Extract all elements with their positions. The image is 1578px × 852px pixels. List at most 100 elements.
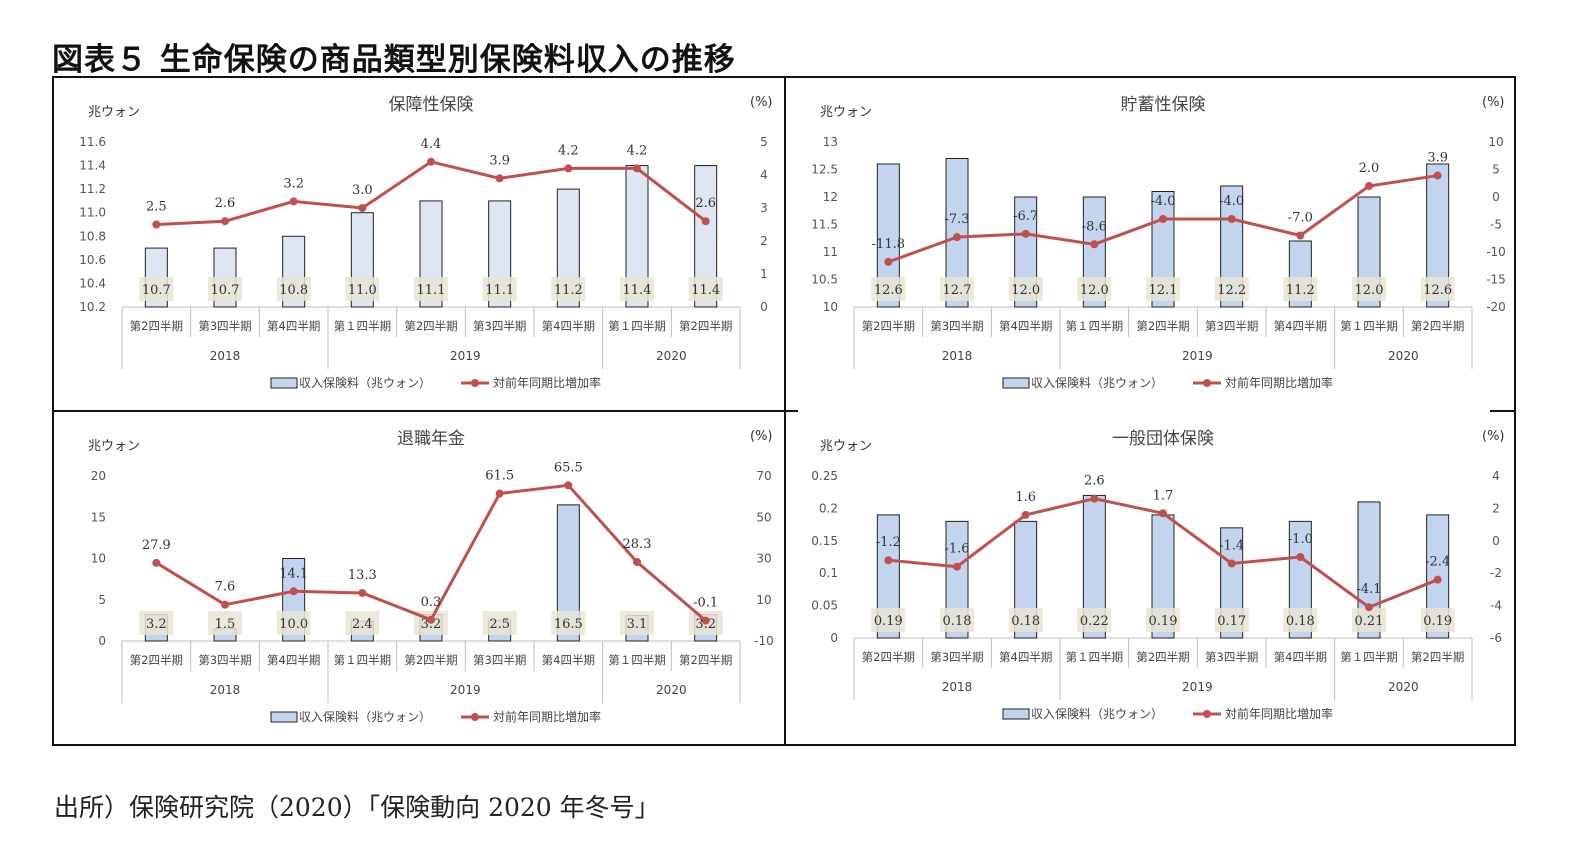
bar-label-background (1146, 277, 1180, 301)
bar-label-background (1352, 608, 1386, 632)
bar-value-label: 12.0 (1080, 283, 1109, 298)
left-tick-label: 11 (823, 245, 838, 259)
bar (945, 158, 969, 308)
left-tick-label: 0.1 (819, 566, 838, 580)
chart-panel-group: 一般団体保険 兆ウォン (%) 0 0.05 0.1 0.15 0.2 0.25 -6 -4 -2 0 2… (786, 412, 1518, 747)
growth-rate-point (633, 558, 641, 567)
year-label: 2019 (1182, 349, 1213, 363)
growth-rate-label: -6.7 (1013, 209, 1038, 224)
category-label: 第2四半期 (130, 653, 183, 667)
bar-value-label: 0.19 (1423, 614, 1452, 629)
bar-value-label: 0.19 (1149, 614, 1178, 629)
category-label: 第2四半期 (862, 650, 915, 664)
frame-left (52, 76, 54, 746)
growth-rate-label: -7.3 (944, 212, 969, 227)
right-tick-label: 0 (760, 300, 768, 314)
growth-rate-point (564, 164, 573, 173)
bar-label-background (208, 611, 242, 635)
growth-rate-point (1433, 171, 1442, 180)
growth-rate-point (1365, 182, 1373, 190)
category-label: 第4四半期 (999, 319, 1052, 333)
left-tick-label: 0 (98, 634, 106, 648)
category-label: 第4四半期 (267, 319, 320, 333)
growth-rate-point (427, 615, 435, 624)
left-tick-label: 10.2 (79, 300, 106, 314)
category-label: 第2四半期 (404, 319, 457, 333)
bar-label-background (345, 611, 380, 635)
bar-label-background (482, 277, 517, 301)
bar-value-label: 10.8 (279, 283, 308, 298)
growth-rate-label: 2.5 (146, 200, 167, 215)
growth-rate-point (1159, 509, 1167, 518)
bar-label-background (1077, 608, 1112, 632)
growth-rate-point (152, 220, 161, 229)
legend-line-label: 対前年同期比増加率 (493, 709, 601, 724)
bar-label-background (871, 608, 906, 632)
growth-rate-label: -0.1 (693, 596, 718, 611)
bar-label-background (1283, 277, 1318, 301)
category-label: 第１四半期 (1340, 650, 1398, 664)
right-tick-label: 2 (1492, 501, 1500, 515)
bar (876, 514, 900, 639)
left-tick-label: 0.15 (811, 534, 838, 548)
year-label: 2019 (450, 683, 481, 697)
left-tick-label: 10.4 (79, 276, 106, 290)
bar-value-label: 12.6 (1423, 283, 1452, 298)
category-label: 第4四半期 (1274, 319, 1327, 333)
growth-rate-point (701, 616, 710, 625)
bar-value-label: 0.22 (1080, 614, 1109, 629)
category-label: 第3四半期 (1205, 319, 1258, 333)
growth-rate-point (701, 217, 710, 226)
bar-value-label: 2.5 (489, 617, 510, 632)
bar-label-background (871, 277, 906, 301)
right-tick-label: 10 (756, 593, 771, 607)
bar-label-background (1077, 277, 1112, 301)
source-note: 出所）保険研究院（2020）「保険動向 2020 年冬号」 (54, 793, 660, 822)
growth-rate-point (1090, 240, 1099, 249)
right-tick-label: 50 (756, 510, 771, 524)
bar-value-label: 2.4 (352, 617, 373, 632)
bar-label-background (1420, 277, 1455, 301)
right-axis-unit: (%) (1482, 95, 1505, 110)
legend-line-label: 対前年同期比増加率 (1225, 375, 1333, 390)
left-tick-label: 10 (823, 300, 838, 314)
growth-rate-point (427, 157, 435, 166)
growth-rate-label: 3.9 (489, 153, 510, 168)
bar-label-background (1352, 277, 1386, 301)
right-tick-label: -20 (1486, 300, 1506, 314)
bar-value-label: 0.18 (1011, 614, 1040, 629)
right-axis-unit: (%) (750, 429, 773, 444)
left-tick-label: 5 (98, 593, 106, 607)
right-tick-label: 4 (1492, 469, 1500, 483)
legend-line-label: 対前年同期比増加率 (493, 375, 601, 390)
bar-value-label: 11.2 (1286, 283, 1315, 298)
growth-rate-point (884, 257, 893, 266)
left-tick-label: 12.5 (811, 163, 838, 177)
legend-bar-swatch (270, 711, 298, 723)
category-label: 第3四半期 (930, 319, 983, 333)
growth-rate-label: -7.0 (1288, 211, 1313, 226)
right-tick-label: 0 (1492, 534, 1500, 548)
growth-rate-label: 1.7 (1153, 488, 1174, 503)
bar-label-background (940, 277, 974, 301)
growth-rate-point (1227, 215, 1236, 223)
growth-rate-label: 0.3 (421, 595, 442, 610)
right-tick-label: 30 (756, 552, 771, 566)
growth-rate-point (495, 174, 504, 183)
growth-rate-label: 61.5 (485, 469, 514, 484)
category-label: 第１四半期 (1340, 319, 1398, 333)
bar-value-label: 12.7 (943, 283, 972, 298)
growth-rate-label: -2.4 (1425, 555, 1450, 570)
category-label: 第2四半期 (679, 653, 732, 667)
growth-rate-label: 13.3 (348, 568, 377, 583)
left-tick-label: 10 (91, 552, 106, 566)
bar-value-label: 10.7 (211, 283, 240, 298)
left-tick-label: 15 (91, 510, 106, 524)
bar-label-background (1008, 277, 1043, 301)
bar-label-background (345, 277, 380, 301)
growth-rate-label: 4.2 (558, 143, 579, 158)
bar-label-background (1420, 608, 1455, 632)
category-label: 第１四半期 (334, 653, 392, 667)
chart-title: 退職年金 (397, 429, 465, 449)
category-label: 第4四半期 (999, 650, 1052, 664)
